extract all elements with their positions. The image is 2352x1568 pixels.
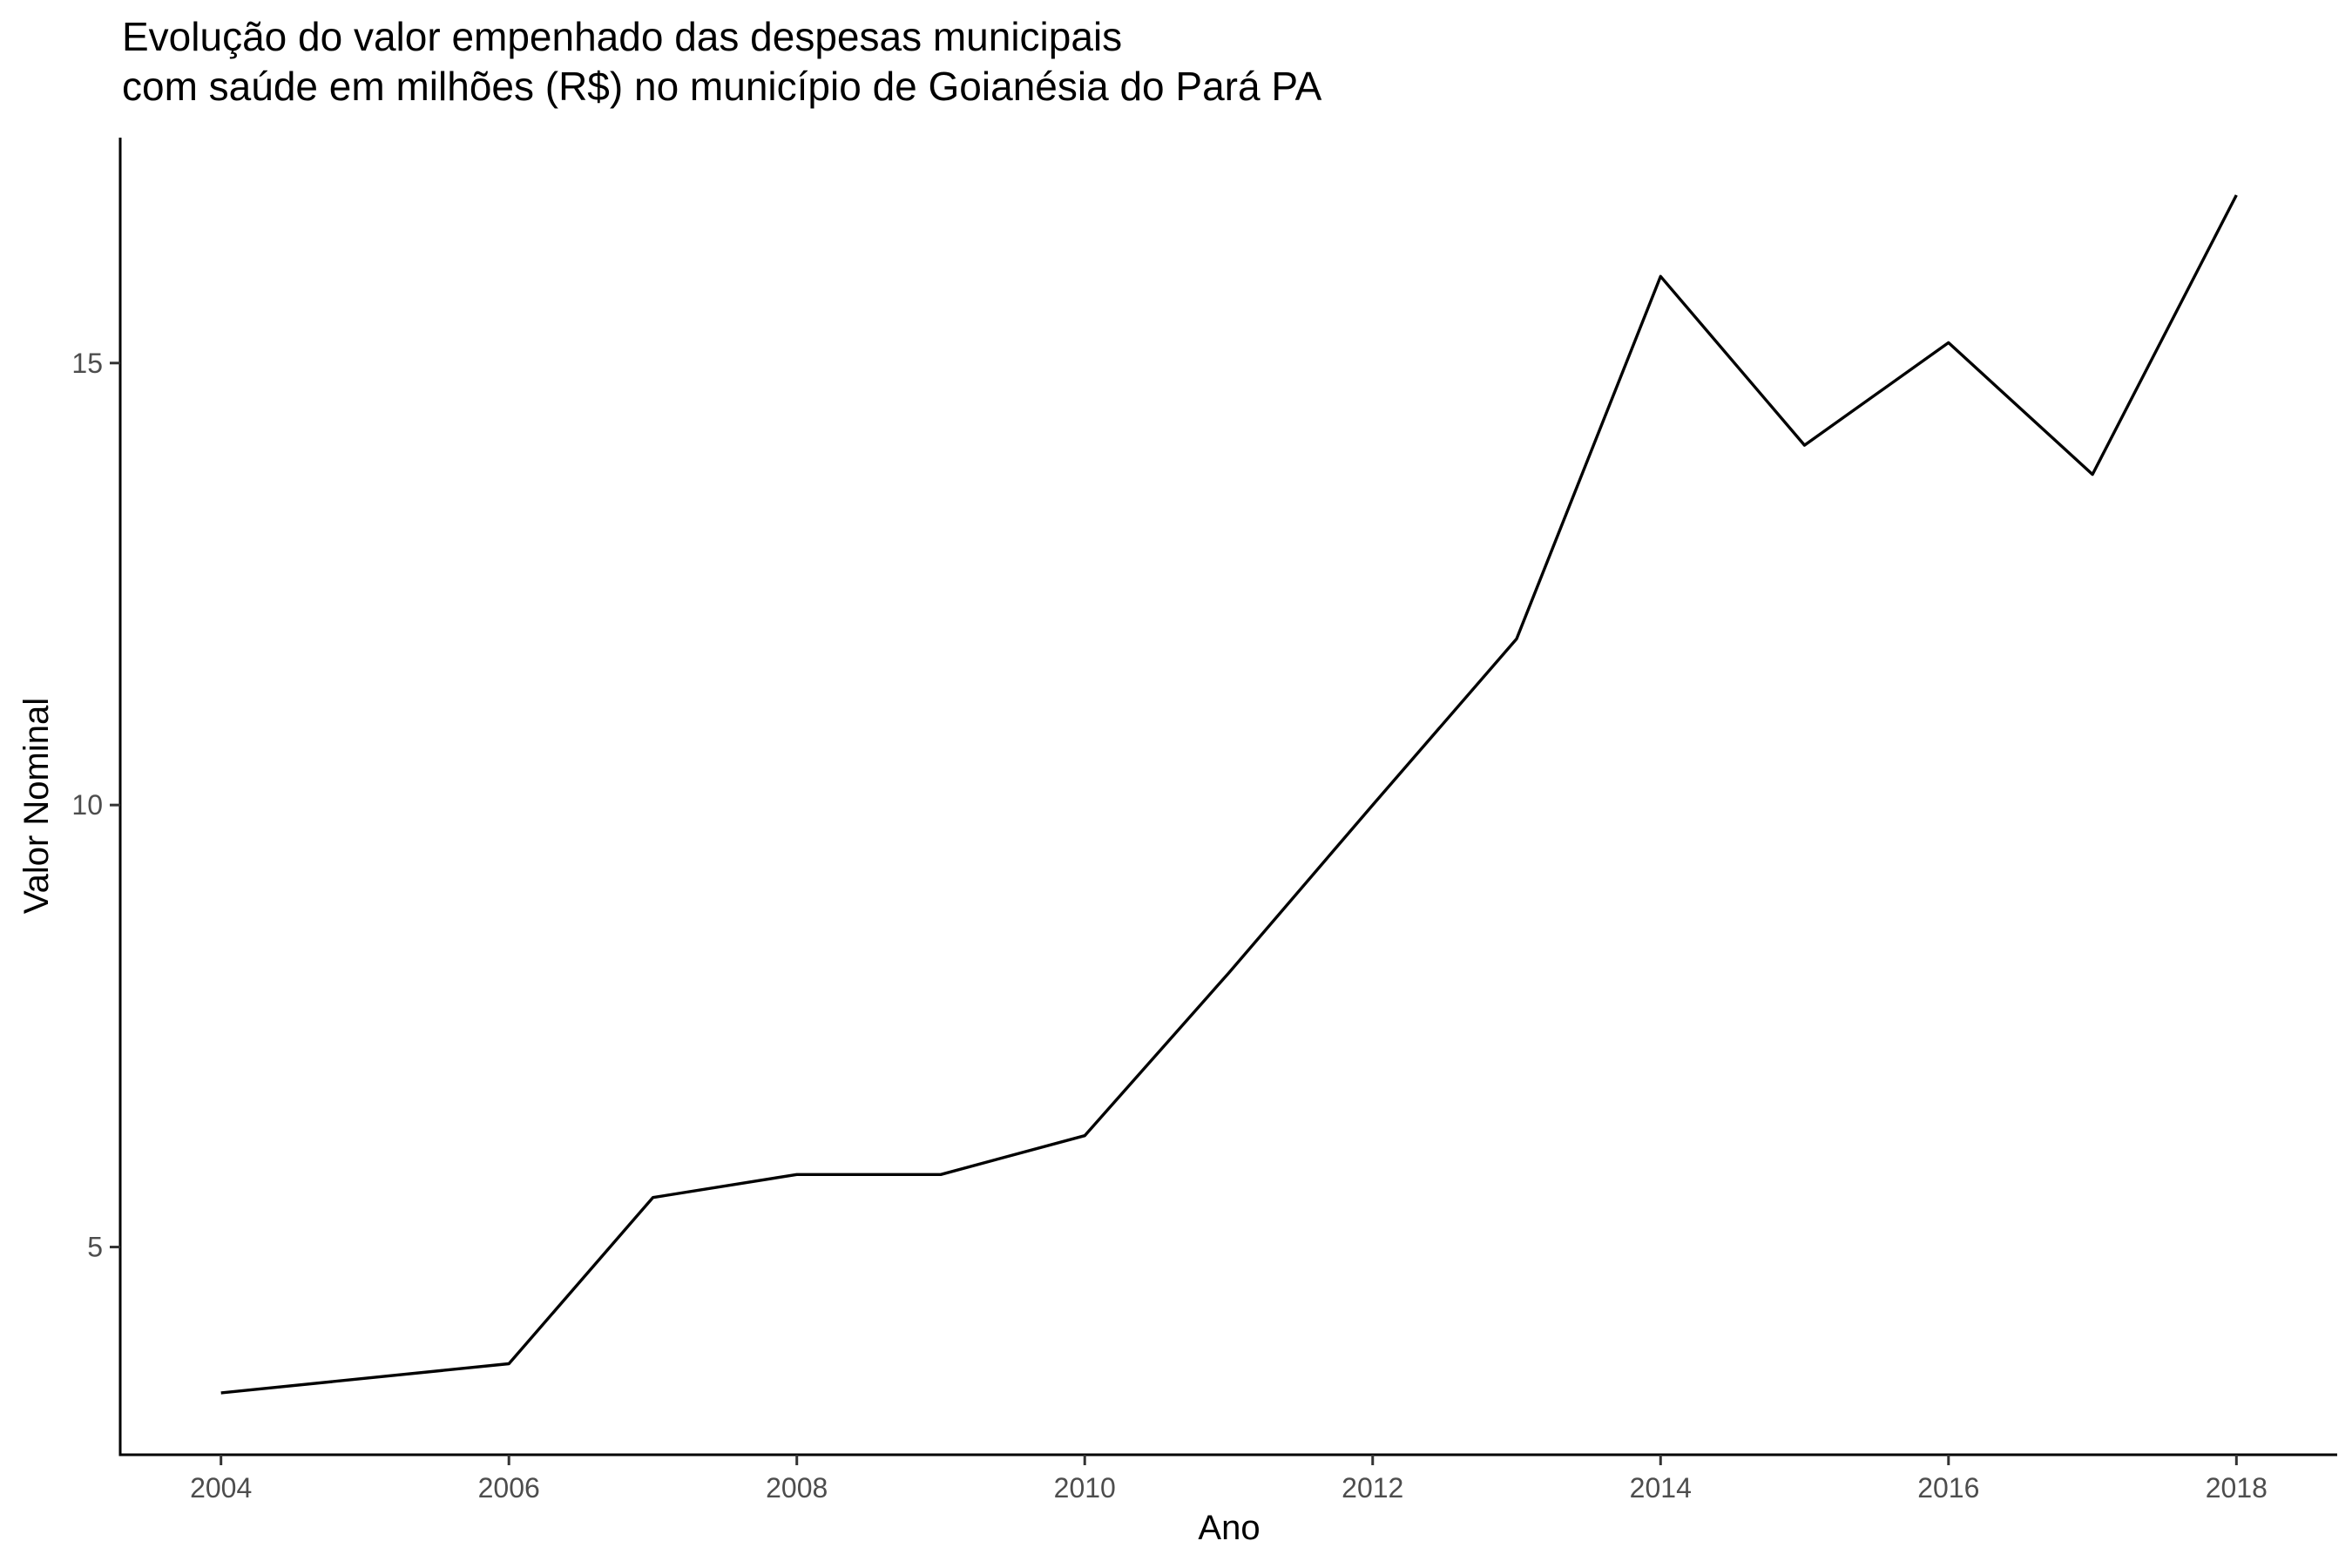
axes: 2004 2006 2008 2010 2012 2014 2016 2018 5 10 15	[71, 138, 2337, 1504]
series-line-0	[220, 194, 2238, 1395]
chart-title: Evolução do valor empenhado das despesas…	[122, 12, 1321, 112]
x-tick-label: 2018	[2206, 1472, 2268, 1504]
y-axis-title: Valor Nominal	[17, 698, 56, 914]
x-tick-label: 2012	[1342, 1472, 1403, 1504]
y-tick-label: 10	[71, 789, 103, 821]
plot-area	[220, 194, 2238, 1395]
x-axis-title: Ano	[1198, 1509, 1260, 1547]
y-tick-label: 5	[87, 1232, 103, 1263]
x-tick-label: 2008	[766, 1472, 828, 1504]
chart-title-line-1: Evolução do valor empenhado das despesas…	[122, 14, 1123, 59]
chart-title-line-2: com saúde em milhões (R$) no município d…	[122, 64, 1322, 109]
x-tick-label: 2006	[478, 1472, 540, 1504]
x-tick-label: 2004	[190, 1472, 252, 1504]
y-tick-label: 15	[71, 348, 103, 379]
x-tick-label: 2016	[1917, 1472, 1979, 1504]
x-tick-label: 2014	[1630, 1472, 1692, 1504]
x-tick-label: 2010	[1054, 1472, 1116, 1504]
